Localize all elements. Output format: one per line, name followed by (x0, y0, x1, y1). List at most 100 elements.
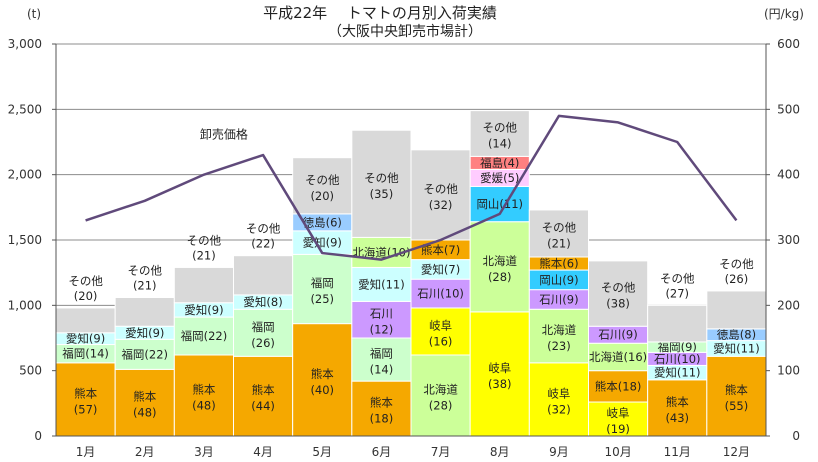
y2-tick-label: 500 (777, 102, 800, 116)
bar-segment-share: (23) (547, 339, 571, 353)
bar-segment-label: 熊本 (311, 367, 334, 381)
bar-segment-label: 石川 (370, 307, 393, 321)
bar-segment-label: 愛媛(5) (480, 171, 519, 185)
bar-segment-share: (48) (133, 406, 157, 420)
bar-segment (114, 368, 175, 437)
bar-segment-label: 福岡(22) (181, 329, 228, 343)
bar-segment-label: 熊本(6) (539, 257, 578, 271)
left-axis-unit: (t) (27, 7, 41, 21)
bar-segment-label: 愛知(9) (125, 326, 164, 340)
bar-segment-label: その他 (660, 271, 695, 285)
bar-segment (528, 209, 589, 258)
y2-tick-label: 400 (777, 168, 800, 182)
bar-segment-share: (21) (547, 236, 571, 250)
bar-segment-label: 福岡 (370, 347, 393, 361)
bar-segment-label: 石川(9) (598, 328, 637, 342)
bar-segment (588, 370, 649, 403)
bar-segment-label: 福岡 (311, 276, 334, 290)
bar-segment-label: その他 (423, 182, 458, 196)
bar-segment-share: (20) (310, 189, 334, 203)
bar-segment-label: 愛知(7) (421, 262, 460, 276)
bar-segment-label: 岐阜 (547, 386, 570, 400)
bar-segment-label: 岐阜 (607, 406, 630, 420)
bar-segment-share: (22) (251, 237, 275, 251)
bar-segment (588, 260, 649, 327)
y-tick-label: 3,000 (8, 37, 42, 51)
bar-segment-label: 北海道 (483, 254, 518, 268)
bar-segment-label: 北海道 (423, 382, 458, 396)
bar-segment-label: 石川(9) (539, 292, 578, 306)
bar-segment-label: 愛知(11) (713, 341, 760, 355)
x-tick-label: 1月 (76, 445, 96, 459)
bar-segment-label: 熊本 (725, 383, 748, 397)
bar-segment (173, 316, 234, 356)
bar-segment (173, 266, 234, 304)
bar-segment-label: その他 (483, 121, 518, 135)
bar-segment-label: 熊本(7) (421, 243, 460, 257)
bar-segment-label: 岡山(11) (476, 197, 523, 211)
bar-segment-label: 熊本 (370, 396, 393, 410)
bar-segment-share: (55) (725, 399, 749, 413)
bar-segment-share: (32) (429, 198, 453, 212)
bar-segment (588, 342, 649, 372)
bar-segment (706, 290, 767, 330)
bar-segment-share: (44) (251, 399, 275, 413)
bar-segment-label: 石川(10) (417, 287, 464, 301)
bar-segment (647, 304, 708, 343)
bar-segment (55, 307, 116, 334)
x-tick-label: 7月 (431, 445, 451, 459)
y-tick-label: 500 (19, 364, 42, 378)
chart-title: 平成22年 トマトの月別入荷実績 (263, 4, 497, 22)
x-tick-label: 10月 (604, 445, 631, 459)
bar-segment (469, 311, 530, 437)
bar-segment-label: その他 (305, 173, 340, 187)
bar-segment-label: その他 (68, 274, 103, 288)
y2-tick-label: 100 (777, 364, 800, 378)
x-tick-label: 8月 (490, 445, 510, 459)
bar-segment-share: (25) (310, 292, 334, 306)
x-tick-label: 6月 (372, 445, 392, 459)
bar-segment-label: 福岡(14) (62, 347, 109, 361)
bar-segment-share: (21) (133, 278, 157, 292)
bar-segment (469, 185, 530, 223)
bar-segment-label: 石川(10) (654, 352, 701, 366)
bar-segment-label: 愛知(8) (243, 295, 282, 309)
bar-segment-label: その他 (601, 281, 636, 295)
bar-segment-share: (18) (370, 412, 394, 426)
bar-segment-label: 福岡(9) (658, 340, 697, 354)
x-tick-label: 5月 (312, 445, 332, 459)
bar-segment-share: (38) (606, 297, 630, 311)
bar-segment-label: 北海道 (542, 323, 577, 337)
x-tick-label: 4月 (253, 445, 273, 459)
bar-segment-share: (57) (74, 402, 98, 416)
bar-segment-share: (12) (370, 323, 394, 337)
y2-tick-label: 300 (777, 233, 800, 247)
bar-segment-share: (26) (725, 272, 749, 286)
y2-tick-label: 600 (777, 37, 800, 51)
x-tick-label: 12月 (723, 445, 750, 459)
bar-segment-label: その他 (542, 220, 577, 234)
y2-tick-label: 200 (777, 298, 800, 312)
bar-segment (528, 308, 589, 364)
bar-segment (410, 149, 471, 241)
price-line (85, 114, 738, 261)
bars-layer: 熊本(57)福岡(14)愛知(9)その他(20)熊本(48)福岡(22)愛知(9… (55, 110, 767, 437)
bar-segment-label: 熊本 (192, 382, 215, 396)
x-tick-label: 3月 (194, 445, 214, 459)
y-tick-label: 1,500 (8, 233, 42, 247)
bar-segment-share: (27) (665, 286, 689, 300)
bar-segment-label: 福岡 (252, 320, 275, 334)
bar-segment-label: 愛知(11) (654, 366, 701, 380)
bar-segment (351, 266, 412, 302)
bar-segment (233, 255, 294, 296)
bar-segment (233, 308, 294, 357)
x-tick-label: 9月 (549, 445, 569, 459)
bar-segment-label: 愛知(9) (66, 332, 105, 346)
bar-segment-label: 熊本 (252, 383, 275, 397)
bar-segment-share: (16) (429, 334, 453, 348)
price-line-layer: 卸売価格 (85, 114, 738, 261)
bar-segment-label: その他 (364, 171, 399, 185)
bar-segment-share: (38) (488, 377, 512, 391)
y-tick-label: 2,000 (8, 168, 42, 182)
